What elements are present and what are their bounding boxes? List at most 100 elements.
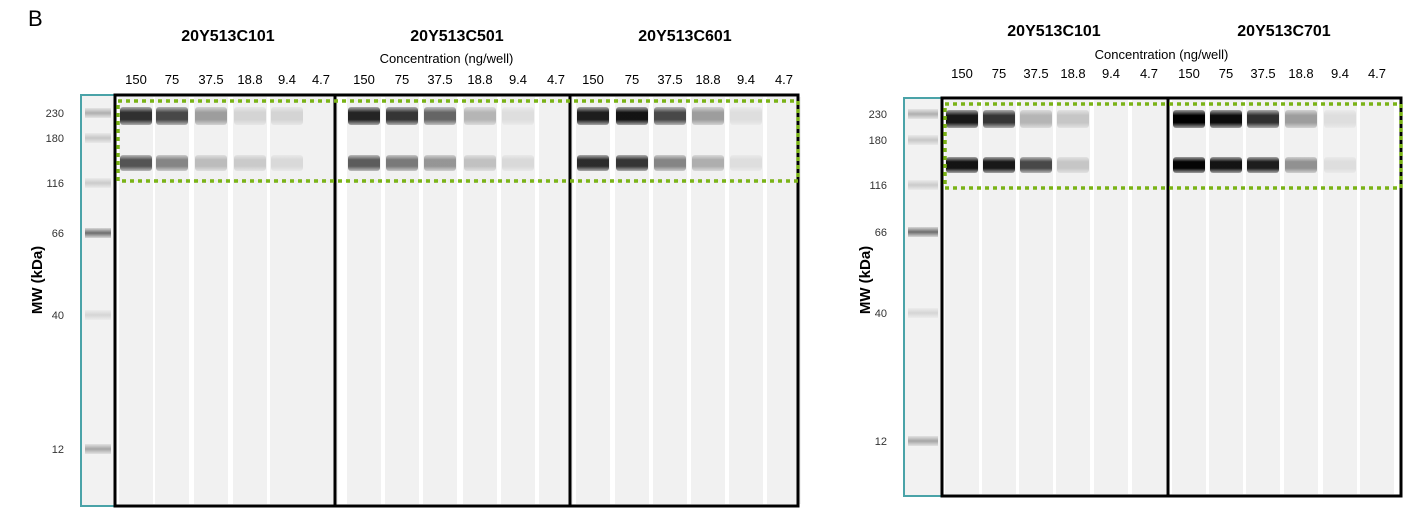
heavy-chain-band (983, 110, 1015, 128)
gel-border (940, 96, 1403, 498)
light-chain-band (424, 155, 456, 171)
lane-concentration-label: 75 (395, 72, 409, 87)
lane-concentration-label: 37.5 (1023, 66, 1048, 81)
light-chain-band (348, 155, 380, 171)
lane-concentration-label: 75 (1219, 66, 1233, 81)
sample-title: 20Y513C101 (1007, 23, 1101, 40)
light-chain-band (1324, 157, 1356, 173)
lane-concentration-label: 37.5 (427, 72, 452, 87)
mw-axis-label: MW (kDa) (29, 246, 46, 314)
heavy-chain-band (502, 107, 534, 125)
lane-concentration-label: 18.8 (1060, 66, 1085, 81)
highlight-box (943, 102, 1403, 190)
lane-concentration-label: 150 (1178, 66, 1200, 81)
mw-marker-label: 180 (46, 133, 64, 145)
ladder-band (85, 178, 111, 188)
lane-concentration-label: 37.5 (657, 72, 682, 87)
heavy-chain-band (1324, 110, 1356, 128)
concentration-label: Concentration (ng/well) (1095, 47, 1229, 62)
lane-concentration-label: 4.7 (547, 72, 565, 87)
sample-lane (539, 97, 573, 504)
lane-concentration-label: 75 (165, 72, 179, 87)
heavy-chain-band (730, 107, 762, 125)
mw-marker-label: 40 (52, 310, 64, 322)
sample-lane (1360, 100, 1394, 494)
lane-concentration-label: 150 (582, 72, 604, 87)
heavy-chain-band (271, 107, 303, 125)
light-chain-band (386, 155, 418, 171)
sample-title: 20Y513C101 (181, 28, 275, 45)
light-chain-band (730, 155, 762, 171)
ladder-band (85, 310, 111, 320)
light-chain-band (120, 155, 152, 171)
light-chain-band (271, 155, 303, 171)
light-chain-band (983, 157, 1015, 173)
light-chain-band (1020, 157, 1052, 173)
ladder-band (85, 444, 111, 454)
mw-marker-label: 66 (875, 227, 887, 239)
light-chain-band (577, 155, 609, 171)
lane-concentration-label: 75 (625, 72, 639, 87)
heavy-chain-band (946, 110, 978, 128)
lane-concentration-label: 150 (951, 66, 973, 81)
heavy-chain-band (1285, 110, 1317, 128)
heavy-chain-band (386, 107, 418, 125)
lane-concentration-label: 9.4 (1102, 66, 1120, 81)
lane-concentration-label: 18.8 (467, 72, 492, 87)
light-chain-band (156, 155, 188, 171)
sample-lane (767, 97, 801, 504)
mw-axis-label: MW (kDa) (857, 246, 874, 314)
heavy-chain-band (1247, 110, 1279, 128)
mw-marker-label: 66 (52, 228, 64, 240)
mw-marker-label: 12 (52, 444, 64, 456)
gel-border (113, 93, 800, 508)
light-chain-band (654, 155, 686, 171)
ladder-band (85, 108, 111, 118)
ladder-band (908, 180, 938, 190)
lane-concentration-label: 4.7 (1368, 66, 1386, 81)
heavy-chain-band (234, 107, 266, 125)
concentration-label: Concentration (ng/well) (380, 51, 514, 66)
sample-lane (1094, 100, 1128, 494)
lane-concentration-label: 4.7 (1140, 66, 1158, 81)
heavy-chain-band (654, 107, 686, 125)
lane-concentration-label: 37.5 (1250, 66, 1275, 81)
ladder-lane (903, 97, 943, 497)
lane-concentration-label: 150 (125, 72, 147, 87)
ladder-band (908, 109, 938, 119)
mw-marker-label: 116 (46, 178, 64, 190)
light-chain-band (616, 155, 648, 171)
mw-marker-label: 230 (869, 109, 887, 121)
lane-concentration-label: 9.4 (509, 72, 527, 87)
lane-concentration-label: 9.4 (737, 72, 755, 87)
sample-lane (1132, 100, 1166, 494)
sample-lane (304, 97, 338, 504)
ladder-band (85, 133, 111, 143)
heavy-chain-band (464, 107, 496, 125)
light-chain-band (692, 155, 724, 171)
heavy-chain-band (692, 107, 724, 125)
highlight-box (116, 99, 800, 183)
heavy-chain-band (120, 107, 152, 125)
light-chain-band (1173, 157, 1205, 173)
light-chain-band (502, 155, 534, 171)
lane-concentration-label: 18.8 (1288, 66, 1313, 81)
lane-concentration-label: 18.8 (237, 72, 262, 87)
mw-marker-label: 180 (869, 135, 887, 147)
light-chain-band (234, 155, 266, 171)
lane-concentration-label: 75 (992, 66, 1006, 81)
heavy-chain-band (1020, 110, 1052, 128)
mw-marker-label: 12 (875, 436, 887, 448)
heavy-chain-band (1173, 110, 1205, 128)
sample-title: 20Y513C501 (410, 28, 504, 45)
heavy-chain-band (156, 107, 188, 125)
sample-title: 20Y513C701 (1237, 23, 1331, 40)
ladder-band (908, 436, 938, 446)
heavy-chain-band (348, 107, 380, 125)
lane-concentration-label: 4.7 (775, 72, 793, 87)
lane-concentration-label: 9.4 (278, 72, 296, 87)
heavy-chain-band (424, 107, 456, 125)
panel-label: B (28, 6, 43, 31)
ladder-band (85, 228, 111, 238)
light-chain-band (1247, 157, 1279, 173)
